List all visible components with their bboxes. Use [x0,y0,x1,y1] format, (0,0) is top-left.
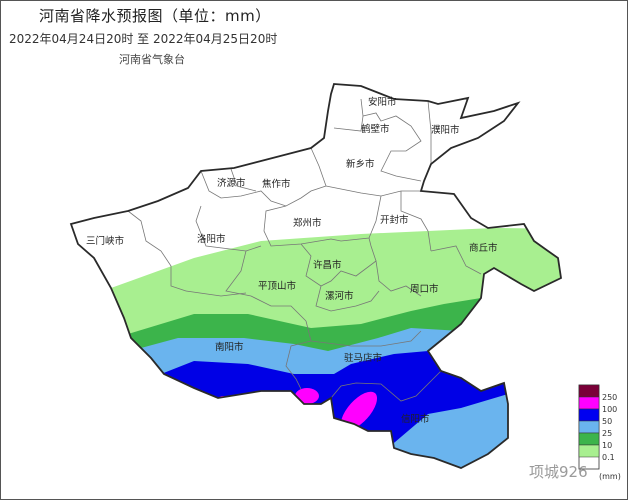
city-label: 开封市 [380,214,409,226]
city-label: 濮阳市 [431,124,460,136]
city-label: 许昌市 [313,259,342,271]
legend-label: 100 [602,405,617,414]
city-label: 信阳市 [401,413,430,425]
map-title: 河南省降水预报图（单位：mm） [39,7,271,25]
city-labels: 安阳市 鹤壁市 濮阳市 新乡市 济源市 焦作市 郑州市 开封市 三门峡市 洛阳市… [86,96,498,425]
watermark: 项城926 [529,463,588,481]
city-label: 鹤壁市 [361,123,390,135]
zone-100-250 [295,388,319,404]
city-label: 洛阳市 [197,233,226,245]
city-label: 平顶山市 [258,280,297,292]
city-label: 驻马店市 [344,352,383,364]
legend-swatch [578,432,600,446]
city-label: 郑州市 [293,217,322,229]
city-label: 周口市 [410,283,439,295]
city-label: 新乡市 [346,158,375,170]
city-boundaries [127,98,482,402]
city-label: 商丘市 [469,242,498,254]
legend-label: 10 [602,441,612,450]
forecast-period: 2022年04月24日20时 至 2022年04月25日20时 [9,32,278,46]
city-label: 南阳市 [215,341,244,353]
legend-swatch [578,396,600,410]
legend-label: 50 [602,417,612,426]
issuer: 河南省气象台 [119,53,185,66]
zone-100-250 [340,391,378,431]
city-label: 济源市 [217,177,246,189]
legend: 250 100 50 25 10 0.1 (mm) [578,384,621,481]
city-label: 焦作市 [262,178,291,190]
legend-unit: (mm) [599,472,621,481]
legend-swatch [578,384,600,398]
city-label: 漯河市 [325,290,354,302]
legend-swatch [578,444,600,458]
legend-swatch [578,420,600,434]
city-label: 三门峡市 [86,235,125,247]
city-label: 安阳市 [368,96,397,108]
legend-label: 0.1 [602,453,615,462]
legend-swatch [578,408,600,422]
legend-label: 25 [602,429,612,438]
legend-label: 250 [602,393,617,402]
